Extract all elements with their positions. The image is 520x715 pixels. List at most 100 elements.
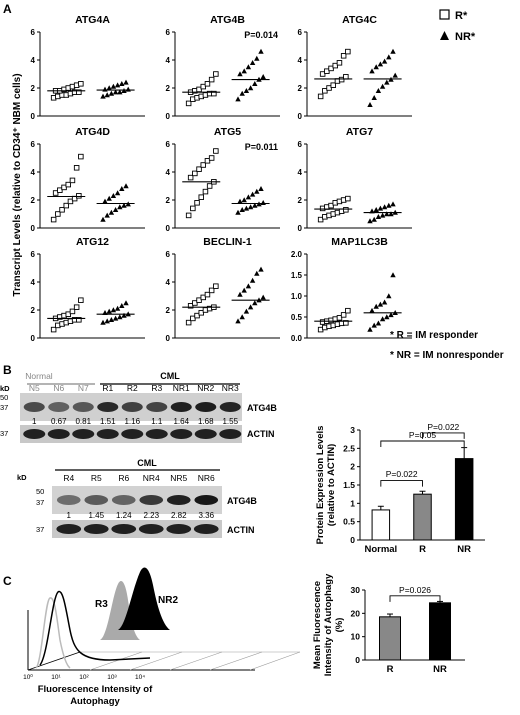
scatter-ytick-label-atg5: 4 — [166, 168, 171, 177]
blot1-actin-bands — [23, 429, 242, 439]
blot1-lane-nr3: NR3 — [222, 383, 239, 393]
scatter-point-nr-atg7 — [381, 204, 388, 210]
scatter-point-r-atg4b — [185, 100, 192, 107]
blot1-band-n5 — [23, 402, 45, 412]
bar-r-mean-fluorescence-intensity-of-autophagy — [379, 616, 401, 661]
scatter-point-r-beclin-1 — [213, 283, 219, 289]
western-blot-1: Normal CML N5 N6 N7 R1 R2 R3 NR1 NR2 NR3 kD 50 3… — [0, 371, 277, 443]
blot1-lane-labels: N5 N6 N7 R1 R2 R3 NR1 NR2 NR3 — [29, 383, 239, 393]
scatter-point-nr-atg5 — [239, 207, 245, 212]
scatter-point-r-atg5 — [187, 174, 194, 181]
blot2-actin-band-r4 — [56, 524, 82, 534]
flow-depth-line-3 — [169, 651, 223, 671]
scatter-point-r-beclin-1 — [196, 297, 202, 303]
scatter-point-r-atg7 — [343, 207, 349, 213]
scatter-point-nr-atg7 — [375, 214, 382, 219]
blot1-quant-nr2: 1.68 — [198, 417, 214, 426]
scatter-point-nr-atg5 — [241, 197, 247, 203]
scatter-point-r-atg4c — [326, 85, 332, 91]
scatter-ytick-label-atg4d: 0 — [31, 224, 36, 233]
flow-curve-control — [35, 597, 71, 669]
scatter-point-r-atg4d — [57, 187, 63, 193]
blot2-atg4b-bands — [56, 495, 219, 505]
blot1-lane-nr1: NR1 — [173, 383, 190, 393]
footnote-r: * R = IM responder — [390, 330, 478, 341]
scatter-point-nr-beclin-1 — [243, 308, 250, 314]
scatter-point-nr-beclin-1 — [252, 300, 258, 306]
scatter-point-nr-atg4a — [100, 93, 106, 99]
blot1-group-cml: CML — [160, 371, 180, 381]
blot1-lane-r1: R1 — [102, 383, 113, 393]
scatter-ytick-label-atg12: 4 — [31, 278, 36, 287]
bar-xtick-label-normal-protein-expression-levels: Normal — [364, 544, 397, 555]
legend-nr-label: NR* — [455, 31, 476, 43]
blot2-marker2: 37 — [36, 525, 44, 534]
bar-ylabel-line2-protein-expression-levels: (relative to ACTIN) — [326, 444, 337, 527]
scatter-point-r-map1lc3b — [340, 312, 347, 318]
protein-comparison-bracket-2 — [380, 440, 465, 447]
blot1-kd-label: kD — [0, 384, 10, 393]
flow-depth-line-5 — [249, 651, 301, 671]
scatter-point-nr-atg7 — [379, 212, 386, 218]
blot2-quant-r4: 1 — [67, 511, 72, 520]
bar-ytick-label-mean-fluorescence-intensity-of-autophagy: 0 — [355, 655, 360, 665]
scatter-ytick-label-atg4c: 0 — [298, 112, 303, 121]
flow-depth-line-4 — [209, 651, 263, 671]
scatter-point-r-atg7 — [328, 202, 334, 209]
scatter-point-nr-map1lc3b — [369, 307, 375, 313]
scatter-ytick-label-atg7: 0 — [298, 224, 303, 233]
scatter-point-r-atg4b — [204, 81, 211, 87]
bar-xtick-label-r-mean-fluorescence-intensity-of-autophagy: R — [387, 664, 394, 675]
scatter-ytick-label-atg4b: 4 — [166, 56, 171, 65]
blot1-lane-n6: N6 — [53, 383, 64, 393]
scatter-point-nr-atg4b — [241, 68, 247, 74]
scatter-point-r-atg4d — [73, 165, 80, 171]
flow-xlabel-line2: Autophagy — [70, 696, 120, 707]
scatter-point-nr-atg12 — [110, 307, 117, 313]
scatter-point-r-beclin-1 — [190, 315, 196, 322]
scatter-point-nr-atg7 — [384, 211, 390, 217]
scatter-pvalue-atg4b: P=0.014 — [244, 30, 278, 40]
scatter-point-r-beclin-1 — [192, 300, 198, 306]
scatter-ytick-label-atg4b: 2 — [166, 84, 171, 93]
panel-label-a: A — [3, 2, 12, 16]
legend-nr-swatch — [440, 31, 449, 40]
scatter-point-nr-atg4d — [114, 190, 121, 196]
scatter-point-r-atg5 — [204, 158, 211, 164]
scatter-ytick-label-beclin-1: 6 — [166, 250, 171, 259]
scatter-point-r-atg7 — [317, 216, 324, 223]
bar-ytick-label-protein-expression-levels: 1.5 — [343, 480, 355, 490]
flow-label-nr2: NR2 — [158, 595, 178, 606]
scatter-point-r-atg4d — [76, 193, 82, 199]
scatter-point-nr-beclin-1 — [235, 318, 241, 324]
scatter-point-nr-atg4b — [243, 88, 250, 93]
blot1-band-nr2 — [195, 402, 217, 412]
bar-xtick-label-nr-mean-fluorescence-intensity-of-autophagy: NR — [433, 664, 447, 675]
scatter-point-nr-atg5 — [235, 209, 241, 215]
scatter-title-atg4a: ATG4A — [75, 14, 110, 26]
scatter-point-nr-atg12 — [104, 318, 110, 324]
blot2-marker-37: 37 — [36, 498, 44, 507]
scatter-ytick-label-beclin-1: 4 — [166, 278, 171, 287]
blot1-lane-r2: R2 — [127, 383, 138, 393]
scatter-point-nr-atg4b — [254, 55, 260, 61]
scatter-title-beclin-1: BECLIN-1 — [203, 236, 252, 248]
flow-xtick-label-3: 10³ — [107, 674, 117, 681]
scatter-ytick-label-atg5: 0 — [166, 224, 171, 233]
scatter-point-r-atg4c — [345, 48, 351, 55]
scatter-point-nr-atg4c — [379, 83, 386, 89]
panel-label-c: C — [3, 574, 12, 588]
blot2-band-nr5 — [166, 495, 191, 505]
blot1-lane-r3: R3 — [151, 383, 162, 393]
scatter-beclin-1: BECLIN-1 0 2 4 6 — [166, 236, 280, 343]
western-blot-2: CML R4 R5 R6 NR4 NR5 NR6 kD 50 37 ATG4B 1 1.45… — [17, 458, 257, 538]
scatter-atg4b: ATG4B 0 2 4 6 P=0.014 — [166, 14, 280, 121]
blot1-atg4b-bands — [23, 402, 241, 412]
scatter-ytick-label-atg4a: 0 — [31, 112, 36, 121]
scatter-point-nr-atg4c — [381, 58, 388, 64]
scatter-point-r-atg4d — [69, 177, 76, 184]
scatter-point-r-beclin-1 — [187, 303, 194, 309]
blot1-actin-band-r3 — [145, 429, 168, 439]
scatter-point-nr-atg5 — [258, 186, 264, 191]
scatter-point-nr-beclin-1 — [258, 266, 264, 272]
